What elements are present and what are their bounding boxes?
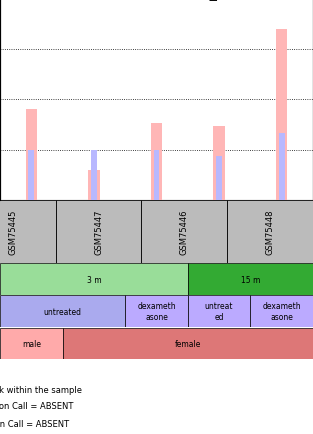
FancyBboxPatch shape [125, 296, 188, 327]
Text: GSM75448: GSM75448 [266, 209, 275, 255]
Bar [213, 127, 225, 201]
Bar [154, 150, 159, 201]
Bar [216, 157, 222, 201]
Text: 15 m: 15 m [241, 275, 260, 284]
FancyBboxPatch shape [188, 264, 313, 295]
Text: untreated: untreated [44, 307, 82, 316]
FancyBboxPatch shape [63, 328, 313, 359]
Text: untreat
ed: untreat ed [205, 302, 233, 321]
Bar [276, 30, 287, 201]
Text: female: female [175, 339, 201, 348]
Text: value, Detection Call = ABSENT: value, Detection Call = ABSENT [0, 401, 73, 410]
Text: percentile rank within the sample: percentile rank within the sample [0, 385, 82, 394]
Text: 3 m: 3 m [87, 275, 101, 284]
FancyBboxPatch shape [250, 296, 313, 327]
Text: GSM75445: GSM75445 [8, 209, 17, 254]
Bar [56, 201, 141, 263]
Bar [141, 201, 227, 263]
Text: dexameth
asone: dexameth asone [137, 302, 176, 321]
Bar [28, 150, 34, 201]
Text: male: male [22, 339, 41, 348]
Bar [26, 110, 37, 201]
Text: dexameth
asone: dexameth asone [262, 302, 301, 321]
Text: GSM75446: GSM75446 [180, 209, 189, 255]
FancyBboxPatch shape [0, 296, 125, 327]
FancyBboxPatch shape [188, 296, 250, 327]
Bar [227, 201, 313, 263]
Bar [88, 170, 100, 201]
FancyBboxPatch shape [0, 264, 188, 295]
Text: GSM75447: GSM75447 [94, 209, 103, 255]
Bar [279, 134, 285, 201]
Text: rank, Detection Call = ABSENT: rank, Detection Call = ABSENT [0, 419, 69, 428]
FancyBboxPatch shape [0, 328, 63, 359]
Bar [151, 124, 162, 201]
Bar [0, 201, 56, 263]
Bar [91, 150, 97, 201]
